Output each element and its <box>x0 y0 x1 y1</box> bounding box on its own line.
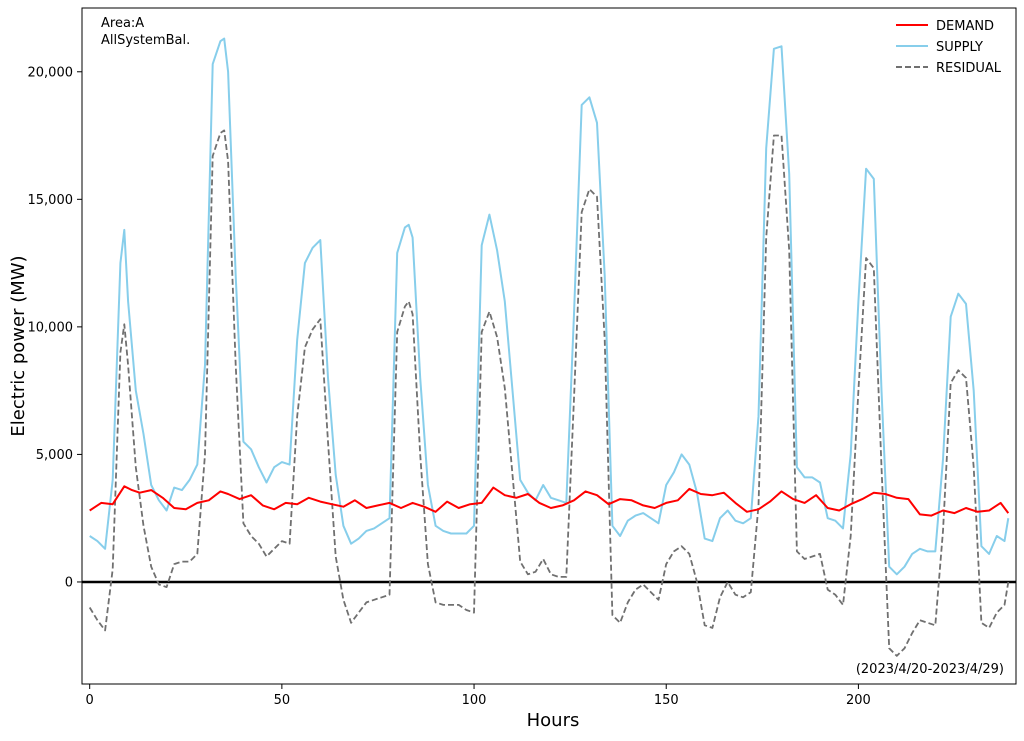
x-tick-label: 100 <box>462 693 487 708</box>
x-tick-label: 50 <box>274 693 291 708</box>
y-tick-label: 20,000 <box>28 65 74 80</box>
system-annotation: AllSystemBal. <box>101 33 190 48</box>
x-tick-label: 200 <box>846 693 871 708</box>
y-tick-label: 0 <box>65 575 73 590</box>
y-tick-label: 10,000 <box>28 320 74 335</box>
legend-label-residual: RESIDUAL <box>936 61 1002 76</box>
period-annotation: (2023/4/20-2023/4/29) <box>856 662 1004 677</box>
series-line-supply <box>89 37 1010 576</box>
y-axis-label: Electric power (MW) <box>8 255 29 436</box>
y-axis-ticks: 0 5,000 10,000 15,000 20,000 <box>28 65 82 590</box>
x-axis-label: Hours <box>527 710 580 731</box>
legend-label-supply: SUPPLY <box>936 40 983 55</box>
y-tick-label: 15,000 <box>28 193 74 208</box>
legend-label-demand: DEMAND <box>936 19 994 34</box>
x-axis-ticks: 0 50 100 150 200 <box>86 684 871 708</box>
x-tick-label: 150 <box>654 693 679 708</box>
x-tick-label: 0 <box>86 693 94 708</box>
legend: DEMAND SUPPLY RESIDUAL <box>896 19 1002 76</box>
series-line-demand <box>89 485 1010 517</box>
series-line-residual <box>88 129 1010 657</box>
plot-frame <box>81 7 1017 685</box>
area-annotation: Area:A <box>101 16 144 31</box>
series-layer <box>88 37 1010 657</box>
y-tick-label: 5,000 <box>36 448 73 463</box>
